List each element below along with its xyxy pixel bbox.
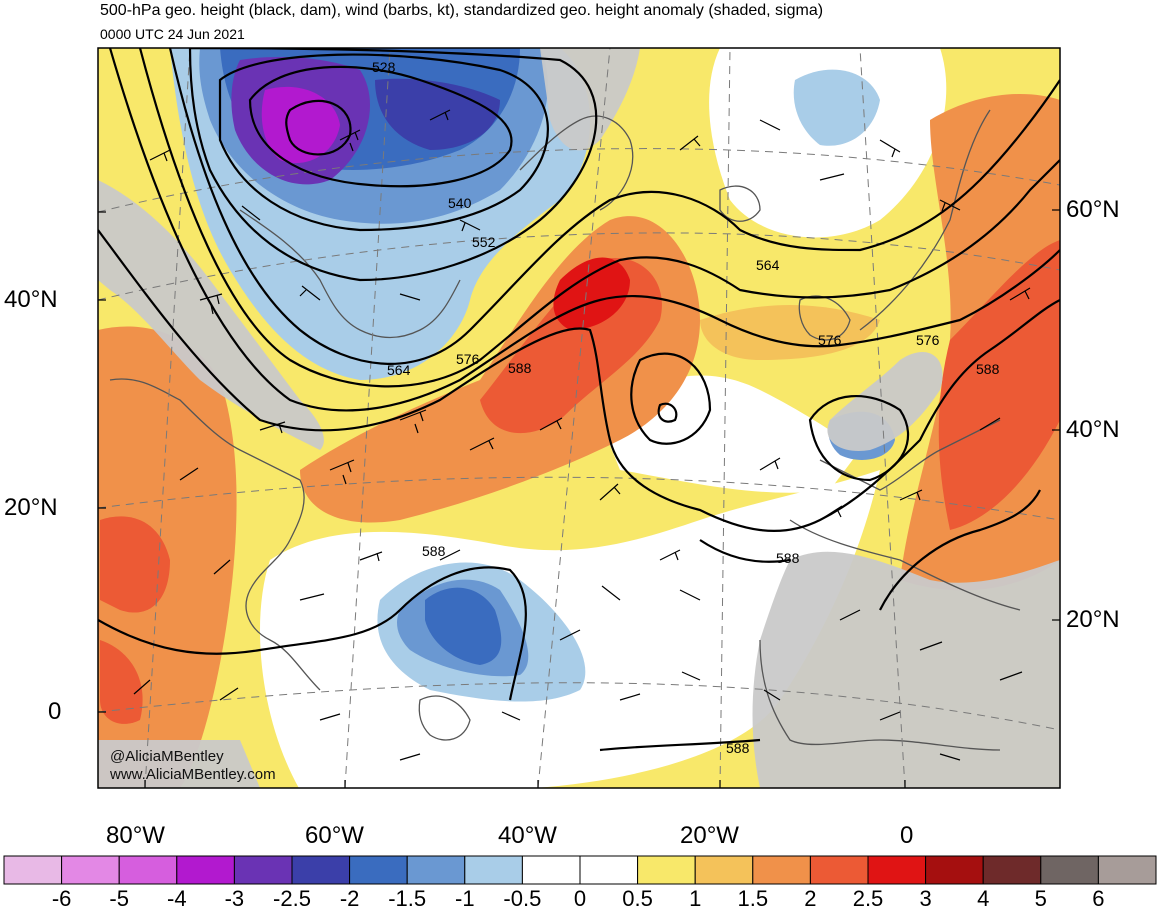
colorbar-tick-label: 0.5 [622,886,653,911]
colorbar-swatch [867,855,927,885]
colorbar-swatch [925,855,984,885]
colorbar-swatch [1040,855,1099,885]
colorbar-swatch [694,855,754,885]
colorbar-tick-label: -4 [167,886,187,911]
contour-label: 588 [776,550,800,566]
map-valid-time: 0000 UTC 24 Jun 2021 [100,26,245,42]
colorbar-tick-label: 2.5 [852,886,884,911]
contour-labels: 528 540 552 564 564 576 576 576 588 588 … [372,59,1000,756]
colorbar-swatch [464,855,523,885]
lon-label: 80°W [106,822,165,849]
land-mask [98,48,1060,788]
colorbar-tick-label: 1 [689,886,702,911]
map-frame [97,47,1061,789]
contour-label: 576 [818,332,842,348]
colorbar-swatch [1097,855,1157,885]
map-title: 500-hPa geo. height (black, dam), wind (… [100,2,824,19]
height-contours [98,48,1060,752]
colorbar-tick-label: -3 [224,886,245,911]
credit-website: www.AliciaMBentley.com [110,766,276,783]
contour-label: 576 [456,351,480,367]
colorbar [3,855,1157,885]
contour-label: 588 [508,360,532,376]
contour-label: 588 [422,543,446,559]
lat-label-right: 20°N [1066,606,1120,633]
contour-label: 588 [976,361,1000,377]
colorbar-tick-label: -2 [339,886,360,911]
colorbar-tick-label: -6 [51,886,72,911]
colorbar-swatch [118,855,178,885]
ticks [98,209,1060,788]
graticule [98,48,1060,788]
colorbar-swatch [579,855,639,885]
lat-label-left: 0 [48,698,62,725]
contour-label: 540 [448,195,472,211]
colorbar-tick-label: 5 [1034,886,1047,911]
colorbar-swatch [349,855,408,885]
colorbar-swatch [752,855,811,885]
colorbar-swatch [176,855,235,885]
contour-label: 552 [472,234,496,250]
lat-label-left: 20°N [4,494,58,521]
colorbar-tick-label: 0 [573,886,587,911]
colorbar-swatch [61,855,120,885]
lon-label: 0 [900,822,914,849]
colorbar-swatch [406,855,466,885]
wind-barbs [133,109,1031,761]
colorbar-tick-label: -1 [455,886,475,911]
lat-label-right: 60°N [1066,196,1120,223]
lon-label: 20°W [680,822,739,849]
colorbar-swatch [291,855,351,885]
coastlines [109,109,1021,751]
colorbar-tick-label: -2.5 [273,886,311,911]
colorbar-swatch [3,855,63,885]
colorbar-swatch [521,855,581,885]
lat-label-right: 40°N [1066,416,1120,443]
colorbar-tick-label: 3 [919,886,932,911]
contour-label: 564 [756,257,780,273]
lat-label-left: 40°N [4,286,58,313]
contour-label: 588 [726,740,750,756]
contour-label: 564 [387,362,411,378]
colorbar-tick-label: 6 [1092,886,1105,911]
colorbar-tick-label: 4 [977,886,990,911]
colorbar-tick-label: -1.5 [388,886,427,911]
colorbar-swatch [637,855,696,885]
colorbar-swatch [982,855,1042,885]
colorbar-tick-label: -0.5 [503,886,542,911]
lon-label: 40°W [498,822,557,849]
credit-handle: @AliciaMBentley [110,748,224,765]
colorbar-swatch [809,855,869,885]
colorbar-tick-label: 1.5 [737,886,769,911]
colorbar-tick-label: 2 [804,886,817,911]
colorbar-swatch [233,855,293,885]
colorbar-tick-label: -5 [109,886,129,911]
contour-label: 528 [372,59,396,75]
contour-label: 576 [916,332,940,348]
lon-label: 60°W [305,822,364,849]
